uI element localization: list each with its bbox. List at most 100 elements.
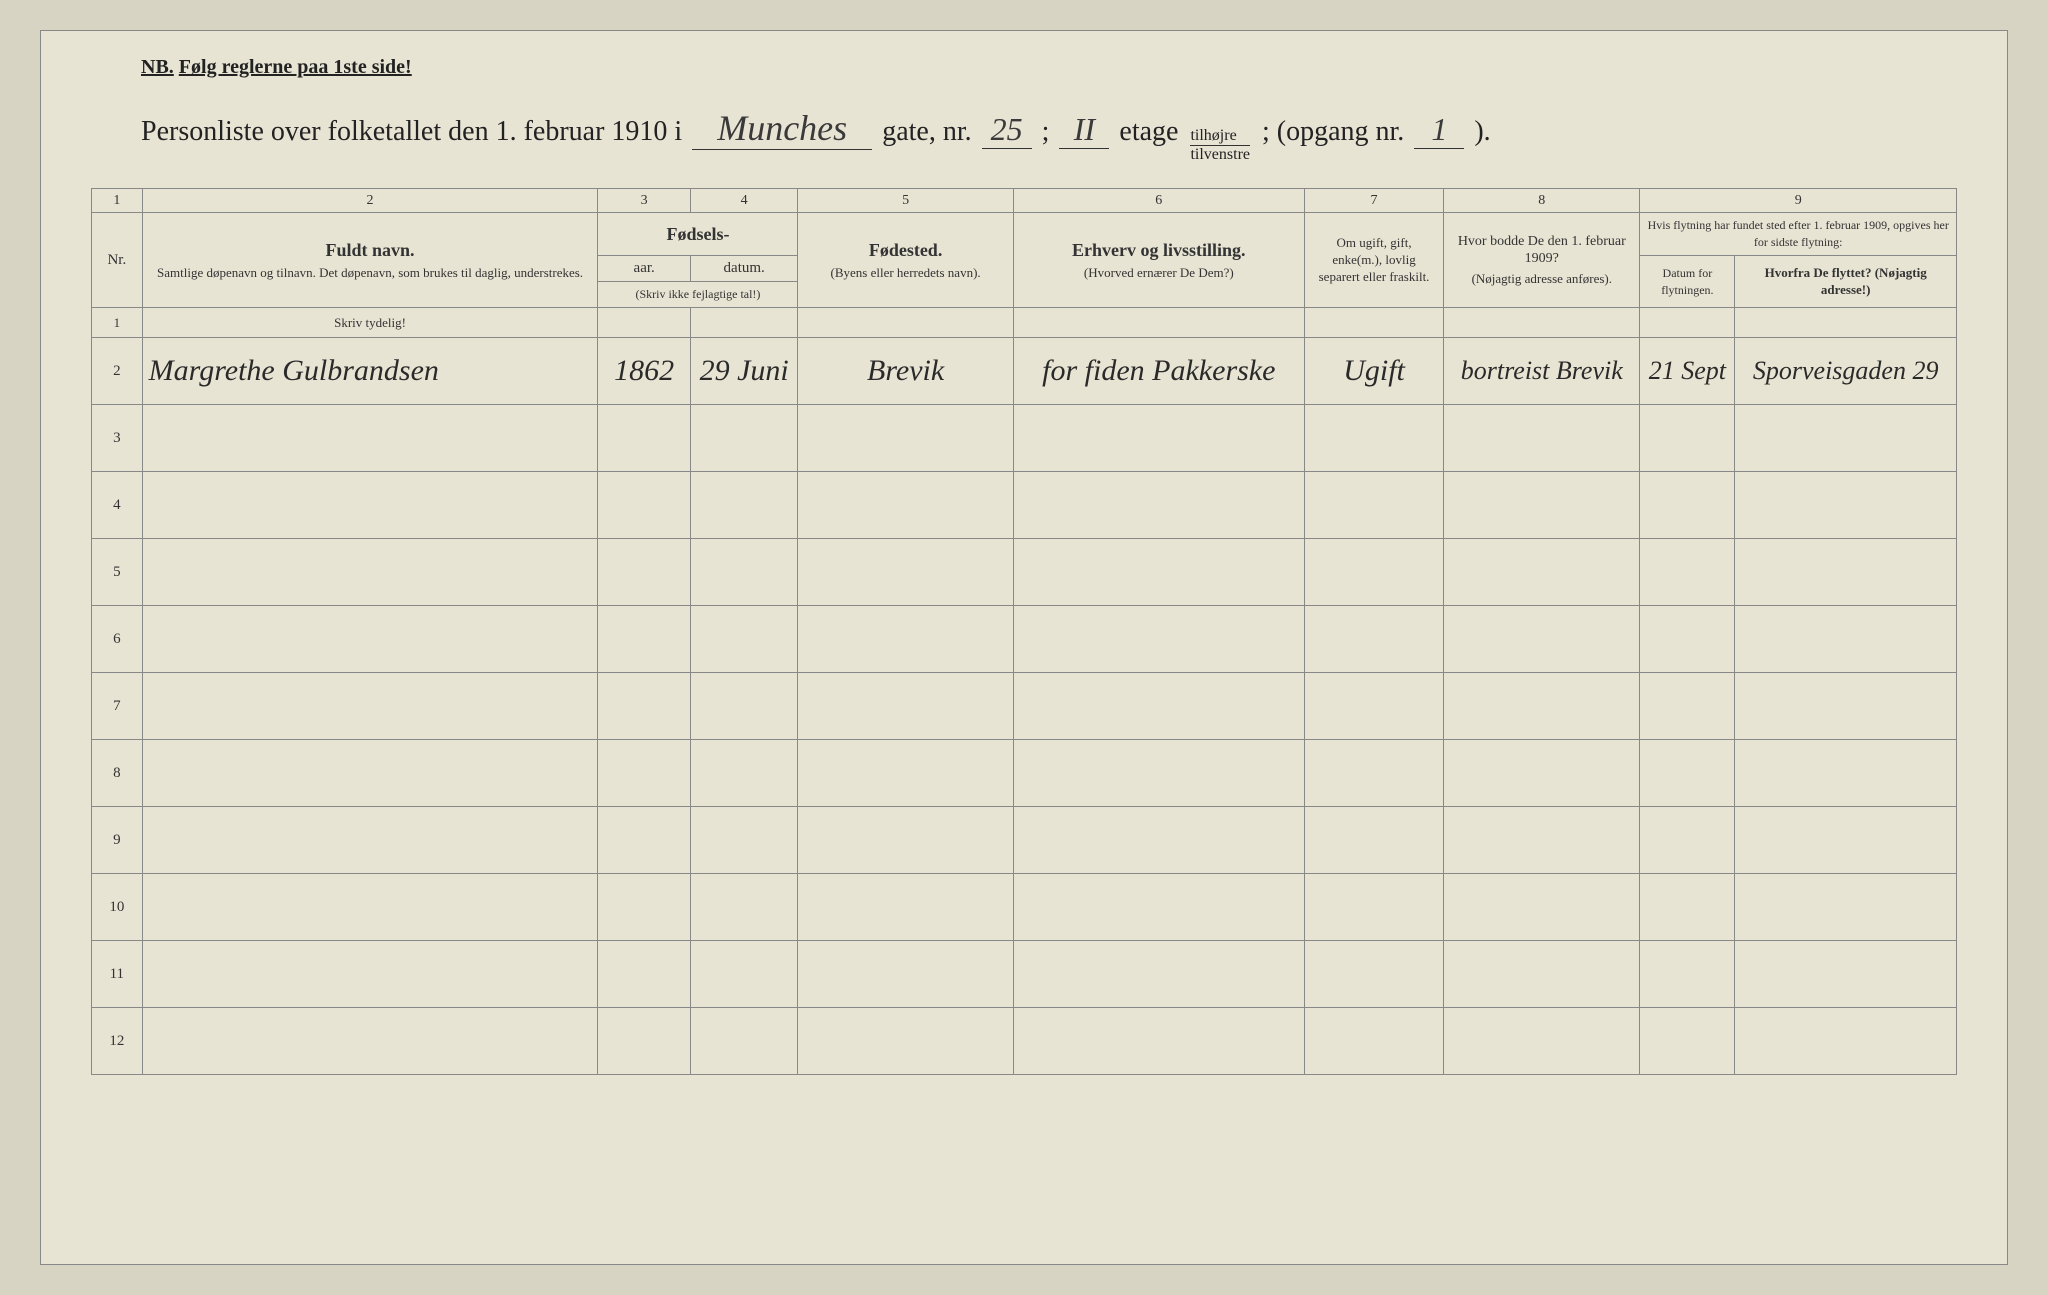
empty-cell <box>1444 1008 1640 1075</box>
table-row: 6 <box>92 606 1957 673</box>
table-row: 9 <box>92 807 1957 874</box>
table-row: 7 <box>92 673 1957 740</box>
empty-cell <box>1444 874 1640 941</box>
empty-cell <box>798 874 1013 941</box>
row-num-11: 11 <box>92 941 143 1008</box>
table-row: 11 <box>92 941 1957 1008</box>
empty-cell <box>1735 606 1957 673</box>
table-row: 8 <box>92 740 1957 807</box>
row-num-2: 2 <box>92 338 143 405</box>
empty-cell <box>142 740 598 807</box>
empty-cell <box>1013 1008 1304 1075</box>
row-num-10: 10 <box>92 874 143 941</box>
header-nr: Nr. <box>92 213 143 308</box>
empty-cell <box>798 740 1013 807</box>
empty-cell <box>142 472 598 539</box>
empty-cell <box>798 673 1013 740</box>
header-name-main: Fuldt navn. <box>326 240 415 260</box>
empty-cell <box>1304 874 1443 941</box>
entry-occupation: for fiden Pakkerske <box>1013 338 1304 405</box>
empty-cell <box>1640 1008 1735 1075</box>
empty-cell <box>1304 941 1443 1008</box>
instruction-col2: Skriv tydelig! <box>142 308 598 338</box>
empty-cell <box>1735 472 1957 539</box>
header-birth-top: Fødsels- <box>598 213 798 256</box>
header-occupation-main: Erhverv og livsstilling. <box>1072 240 1246 260</box>
empty-cell <box>1735 740 1957 807</box>
colnum-3: 3 <box>598 189 690 213</box>
nb-instruction: NB. Følg reglerne paa 1ste side! <box>141 56 1957 79</box>
empty-cell <box>1735 405 1957 472</box>
empty-cell <box>1444 740 1640 807</box>
row-num-5: 5 <box>92 539 143 606</box>
entry-date: 29 Juni <box>690 338 798 405</box>
table-row: 12 <box>92 1008 1957 1075</box>
column-number-row: 1 2 3 4 5 6 7 8 9 <box>92 189 1957 213</box>
empty-cell <box>1013 673 1304 740</box>
header-marital-text: Om ugift, gift, enke(m.), lovlig separer… <box>1319 235 1430 284</box>
table-row: 3 <box>92 405 1957 472</box>
empty-cell <box>1640 874 1735 941</box>
empty-cell <box>798 606 1013 673</box>
empty-cell <box>1444 941 1640 1008</box>
fraction-bot: tilvenstre <box>1190 146 1250 163</box>
row-num-7: 7 <box>92 673 143 740</box>
entry-address: bortreist Brevik <box>1444 338 1640 405</box>
empty-cell <box>598 308 690 338</box>
empty-cell <box>1735 539 1957 606</box>
colnum-4: 4 <box>690 189 798 213</box>
empty-cell <box>1640 740 1735 807</box>
table-row: 10 <box>92 874 1957 941</box>
header-move-from: Hvorfra De flyttet? (Nøjagtig adresse!) <box>1735 256 1957 308</box>
gate-number: 25 <box>982 111 1032 149</box>
empty-cell <box>598 472 690 539</box>
empty-cell <box>1735 1008 1957 1075</box>
empty-cell <box>598 807 690 874</box>
header-move-top: Hvis flytning har fundet sted efter 1. f… <box>1640 213 1957 256</box>
header-birth-note: (Skriv ikke fejlagtige tal!) <box>598 282 798 308</box>
colnum-9: 9 <box>1640 189 1957 213</box>
empty-cell <box>798 539 1013 606</box>
nb-text: Følg reglerne paa 1ste side! <box>179 56 412 78</box>
empty-cell <box>1640 606 1735 673</box>
empty-cell <box>142 941 598 1008</box>
header-address-main: Hvor bodde De den 1. februar 1909? <box>1458 234 1626 266</box>
empty-cell <box>142 1008 598 1075</box>
empty-cell <box>1444 472 1640 539</box>
empty-cell <box>1013 740 1304 807</box>
header-birthplace-main: Fødested. <box>869 240 943 260</box>
empty-cell <box>1640 539 1735 606</box>
entry-birthplace: Brevik <box>798 338 1013 405</box>
empty-cell <box>690 472 798 539</box>
empty-cell <box>142 539 598 606</box>
empty-cell <box>1304 740 1443 807</box>
empty-cell <box>142 673 598 740</box>
header-birthplace: Fødested. (Byens eller herredets navn). <box>798 213 1013 308</box>
header-marital: Om ugift, gift, enke(m.), lovlig separer… <box>1304 213 1443 308</box>
row-num-6: 6 <box>92 606 143 673</box>
empty-cell <box>690 807 798 874</box>
empty-cell <box>1013 807 1304 874</box>
header-date: datum. <box>690 256 798 282</box>
opgang-number: 1 <box>1414 111 1464 149</box>
empty-cell <box>1640 807 1735 874</box>
empty-cell <box>1444 405 1640 472</box>
empty-cell <box>1304 1008 1443 1075</box>
empty-cell <box>798 941 1013 1008</box>
empty-cell <box>142 807 598 874</box>
empty-cell <box>1735 308 1957 338</box>
empty-cell <box>1444 606 1640 673</box>
empty-cell <box>598 874 690 941</box>
empty-cell <box>1444 308 1640 338</box>
empty-cell <box>798 1008 1013 1075</box>
row-num-12: 12 <box>92 1008 143 1075</box>
empty-cell <box>1013 606 1304 673</box>
etage-label: etage <box>1119 116 1178 148</box>
header-line: Personliste over folketallet den 1. febr… <box>141 107 1957 163</box>
census-document: NB. Følg reglerne paa 1ste side! Personl… <box>40 30 2008 1265</box>
empty-cell <box>1304 405 1443 472</box>
empty-cell <box>1013 308 1304 338</box>
empty-cell <box>1444 539 1640 606</box>
empty-cell <box>690 1008 798 1075</box>
row-num-3: 3 <box>92 405 143 472</box>
